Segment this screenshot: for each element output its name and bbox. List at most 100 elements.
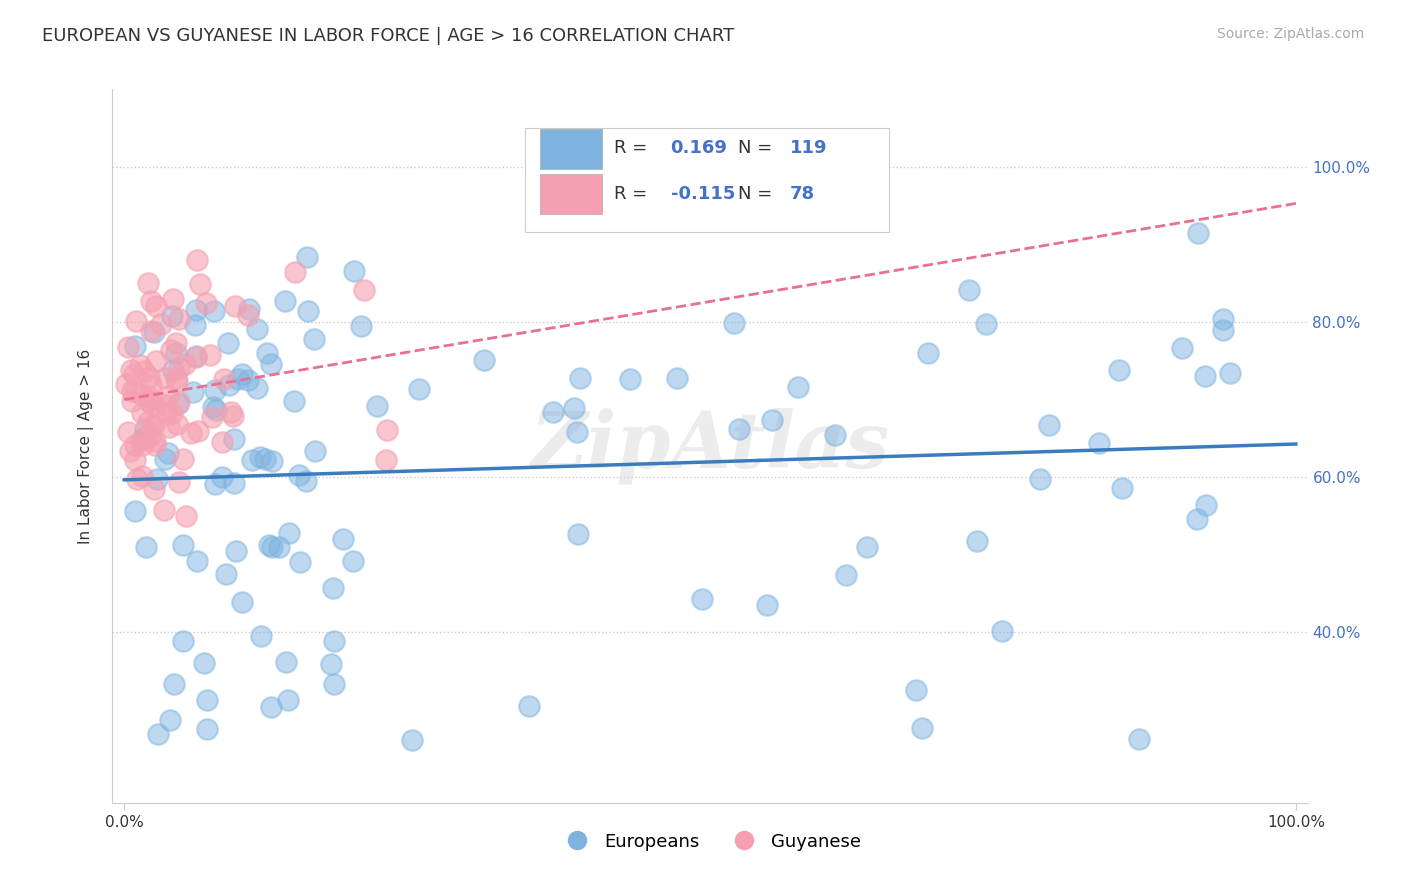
Point [159, 714, 181, 728]
Point [728, 422, 751, 436]
Point [401, 733, 423, 747]
Point [974, 317, 997, 331]
Point [131, 468, 153, 483]
Point [153, 398, 176, 412]
Point [122, 367, 145, 381]
Point [187, 424, 209, 438]
Point [219, 405, 242, 419]
Point [124, 339, 146, 353]
Point [332, 532, 354, 546]
Point [297, 304, 319, 318]
Point [295, 250, 318, 264]
Point [856, 540, 879, 554]
Point [188, 277, 211, 292]
Point [224, 300, 246, 314]
Point [1128, 732, 1150, 747]
Point [342, 554, 364, 568]
Point [124, 384, 146, 398]
Legend: Europeans, Guyanese: Europeans, Guyanese [551, 826, 869, 858]
Point [184, 350, 207, 364]
Point [1212, 323, 1234, 337]
Point [991, 624, 1014, 639]
Point [1219, 366, 1241, 380]
Point [129, 358, 152, 372]
Point [155, 406, 177, 420]
Point [366, 399, 388, 413]
Point [273, 293, 295, 308]
Point [562, 401, 585, 415]
Point [139, 324, 162, 338]
Point [1108, 362, 1130, 376]
Point [165, 370, 187, 384]
Text: R =: R = [614, 186, 648, 203]
Point [163, 677, 186, 691]
Point [1029, 472, 1052, 486]
Point [145, 399, 167, 413]
Point [215, 567, 238, 582]
Point [174, 508, 197, 523]
Point [124, 504, 146, 518]
Point [1187, 512, 1209, 526]
Point [169, 395, 191, 409]
Point [184, 318, 207, 333]
Point [145, 299, 167, 313]
Point [321, 657, 343, 671]
Point [180, 426, 202, 441]
Point [120, 443, 142, 458]
Point [197, 693, 219, 707]
Point [146, 472, 169, 486]
Point [166, 374, 188, 388]
Point [195, 723, 218, 737]
Point [225, 544, 247, 558]
Point [567, 425, 589, 440]
Point [124, 453, 146, 467]
Point [138, 393, 160, 408]
Point [121, 394, 143, 409]
Point [755, 598, 778, 612]
Point [288, 556, 311, 570]
Point [174, 357, 197, 371]
Point [218, 378, 240, 392]
Point [284, 265, 307, 279]
Point [408, 382, 430, 396]
Point [238, 373, 260, 387]
Point [157, 446, 180, 460]
Point [202, 400, 225, 414]
Point [149, 317, 172, 331]
Point [117, 425, 139, 440]
Point [260, 700, 283, 714]
Point [166, 417, 188, 431]
Point [322, 581, 344, 595]
Point [134, 431, 156, 445]
Point [141, 293, 163, 308]
Point [162, 293, 184, 307]
Point [260, 540, 283, 554]
Point [131, 406, 153, 420]
Point [167, 360, 190, 375]
Text: -0.115: -0.115 [671, 186, 735, 203]
Point [160, 406, 183, 420]
Point [260, 357, 283, 371]
Point [323, 634, 346, 648]
Point [172, 633, 194, 648]
Point [353, 284, 375, 298]
Point [138, 416, 160, 430]
Point [186, 553, 208, 567]
Point [269, 541, 291, 555]
Point [200, 409, 222, 424]
Point [236, 308, 259, 322]
Point [142, 418, 165, 433]
Point [374, 453, 396, 467]
Point [254, 451, 277, 466]
Point [242, 453, 264, 467]
Point [256, 345, 278, 359]
Point [222, 475, 245, 490]
Point [172, 538, 194, 552]
Point [787, 379, 810, 393]
Point [690, 591, 713, 606]
Point [295, 475, 318, 489]
Y-axis label: In Labor Force | Age > 16: In Labor Force | Age > 16 [77, 349, 94, 543]
Text: Source: ZipAtlas.com: Source: ZipAtlas.com [1216, 27, 1364, 41]
Point [172, 452, 194, 467]
Point [138, 429, 160, 443]
